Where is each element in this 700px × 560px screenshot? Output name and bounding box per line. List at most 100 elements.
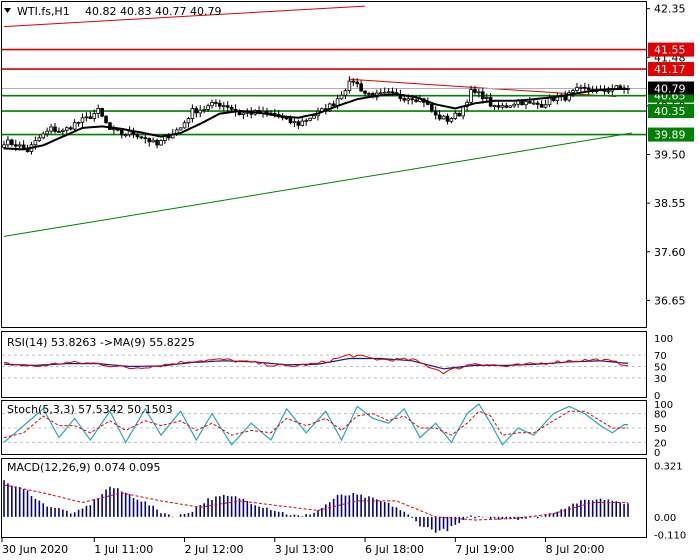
time-tick-label: 3 Jul 13:00: [275, 543, 334, 556]
candle-body: [547, 97, 552, 106]
macd-panel-frame: [1, 458, 647, 538]
candle-body: [135, 133, 140, 138]
candle-body: [61, 129, 65, 132]
candle-body: [402, 98, 407, 101]
title-marker-icon: [4, 8, 11, 13]
candle-body: [104, 115, 108, 124]
current-price-box: [648, 81, 694, 95]
candle-body: [88, 116, 93, 119]
candle-body: [512, 103, 516, 107]
candle-body: [492, 105, 497, 107]
candle-body: [343, 90, 348, 96]
candle-body: [13, 144, 18, 147]
macd-tick-label: 0.321: [654, 462, 683, 473]
candle-body: [300, 120, 305, 126]
level-price-label: 40.35: [654, 105, 686, 118]
candle-body: [414, 99, 418, 102]
price-tick-label: 37.60: [654, 246, 686, 259]
candle-body: [579, 86, 583, 89]
rsi-plot: [2, 353, 646, 379]
moving-average-line: [3, 88, 628, 151]
candle-body: [6, 139, 10, 146]
rsi-line: [3, 353, 629, 375]
candle-body: [84, 116, 89, 119]
candle-body: [49, 126, 53, 132]
candle-body: [229, 106, 234, 110]
candle-body: [100, 108, 104, 117]
current-price-label: 40.79: [654, 82, 686, 95]
candle-body: [429, 104, 434, 112]
candle-body: [535, 102, 540, 105]
candle-body: [198, 109, 203, 114]
time-tick-label: 30 Jun 2020: [2, 543, 68, 556]
candle-body: [37, 137, 42, 142]
rsi-tick-label: 100: [654, 334, 673, 345]
stoch-tick-label: 80: [654, 410, 667, 421]
time-tick-label: 1 Jul 11:00: [94, 543, 153, 556]
candle-body: [284, 117, 289, 120]
level-price-box: [648, 42, 694, 57]
ohlc-readout: 40.82 40.83 40.77 40.79: [85, 5, 221, 18]
stoch-tick-label: 100: [654, 400, 673, 411]
candle-body: [453, 112, 458, 119]
candle-body: [64, 127, 69, 131]
stoch-title: Stoch(5,3,3) 57.5342 50.1503: [7, 403, 173, 416]
candle-body: [575, 87, 579, 91]
macd-tick-label: -0.110: [654, 530, 686, 541]
candle-body: [123, 134, 128, 137]
candle-body: [296, 121, 301, 126]
candle-body: [76, 121, 81, 124]
macd-plot: [3, 480, 629, 533]
stochastic-plot: [2, 403, 646, 446]
candle-body: [182, 122, 187, 129]
candle-body: [143, 137, 148, 140]
candle-body: [386, 91, 391, 94]
macd-tick-label: 0.00: [654, 513, 676, 524]
candle-body: [147, 138, 152, 143]
level-price-label: 39.89: [654, 129, 686, 142]
candle-body: [508, 105, 513, 108]
candle-body: [21, 144, 26, 149]
candle-body: [190, 108, 195, 119]
candle-body: [68, 127, 73, 130]
candle-body: [33, 140, 38, 146]
candle-body: [449, 118, 454, 122]
candle-body: [496, 105, 501, 108]
stoch-tick-label: 50: [654, 424, 667, 435]
candle-body: [457, 112, 462, 117]
price-tick-label: 38.55: [654, 197, 686, 210]
price-tick-label: 42.35: [654, 3, 686, 16]
main-panel-frame: [1, 1, 647, 328]
candle-body: [221, 105, 226, 108]
candle-body: [17, 144, 22, 147]
candle-body: [367, 92, 371, 95]
rsi-tick-label: 0: [654, 391, 660, 402]
candle-body: [202, 109, 206, 111]
trendline-resistance-upper: [3, 5, 366, 28]
candle-body: [504, 105, 509, 108]
rsi-tick-label: 50: [654, 363, 667, 374]
candle-body: [331, 103, 336, 107]
candle-body: [571, 90, 575, 94]
candle-body: [437, 114, 442, 120]
candle-body: [539, 103, 544, 108]
price-tick-label: 36.65: [654, 294, 686, 307]
candle-body: [304, 119, 308, 122]
candle-body: [41, 133, 46, 139]
candle-body: [139, 136, 144, 139]
candle-body: [72, 122, 77, 130]
rsi-title: RSI(14) 53.8263 ->MA(9) 55.8225: [7, 336, 195, 349]
candle-body: [351, 80, 356, 83]
rsi-tick-label: 30: [654, 374, 667, 385]
candle-body: [347, 80, 352, 91]
candle-body: [167, 135, 171, 139]
candle-body: [477, 91, 481, 94]
candle-body: [288, 118, 293, 124]
candle-body: [480, 91, 485, 100]
candle-body: [2, 144, 6, 148]
candle-body: [57, 130, 61, 133]
candle-body: [10, 139, 14, 146]
candle-body: [410, 98, 414, 101]
chart-title: WTI.fs,H1: [17, 5, 70, 18]
candle-body: [524, 101, 528, 106]
